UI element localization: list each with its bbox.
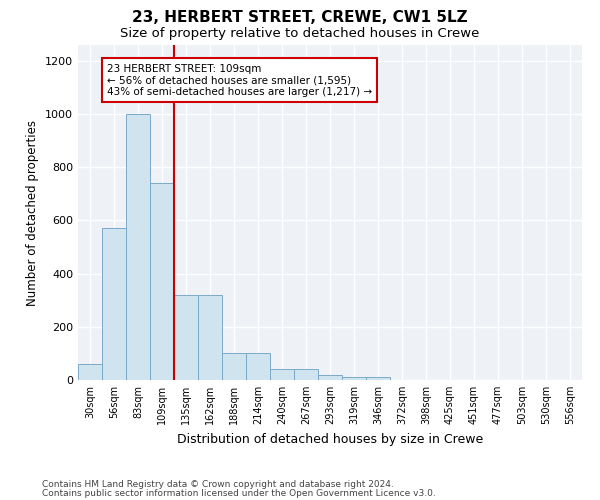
Bar [342, 378, 366, 380]
Bar [246, 354, 270, 380]
Bar [294, 370, 318, 380]
Text: Contains HM Land Registry data © Crown copyright and database right 2024.: Contains HM Land Registry data © Crown c… [42, 480, 394, 489]
X-axis label: Distribution of detached houses by size in Crewe: Distribution of detached houses by size … [177, 432, 483, 446]
Bar [222, 354, 246, 380]
Bar [198, 295, 222, 380]
Y-axis label: Number of detached properties: Number of detached properties [26, 120, 40, 306]
Bar [126, 114, 150, 380]
Bar [318, 375, 342, 380]
Bar [174, 295, 198, 380]
Bar [366, 378, 390, 380]
Bar [102, 228, 126, 380]
Text: 23 HERBERT STREET: 109sqm
← 56% of detached houses are smaller (1,595)
43% of se: 23 HERBERT STREET: 109sqm ← 56% of detac… [107, 64, 372, 97]
Text: Contains public sector information licensed under the Open Government Licence v3: Contains public sector information licen… [42, 488, 436, 498]
Text: 23, HERBERT STREET, CREWE, CW1 5LZ: 23, HERBERT STREET, CREWE, CW1 5LZ [132, 10, 468, 25]
Bar [78, 364, 102, 380]
Text: Size of property relative to detached houses in Crewe: Size of property relative to detached ho… [121, 28, 479, 40]
Bar [270, 370, 294, 380]
Bar [150, 184, 174, 380]
